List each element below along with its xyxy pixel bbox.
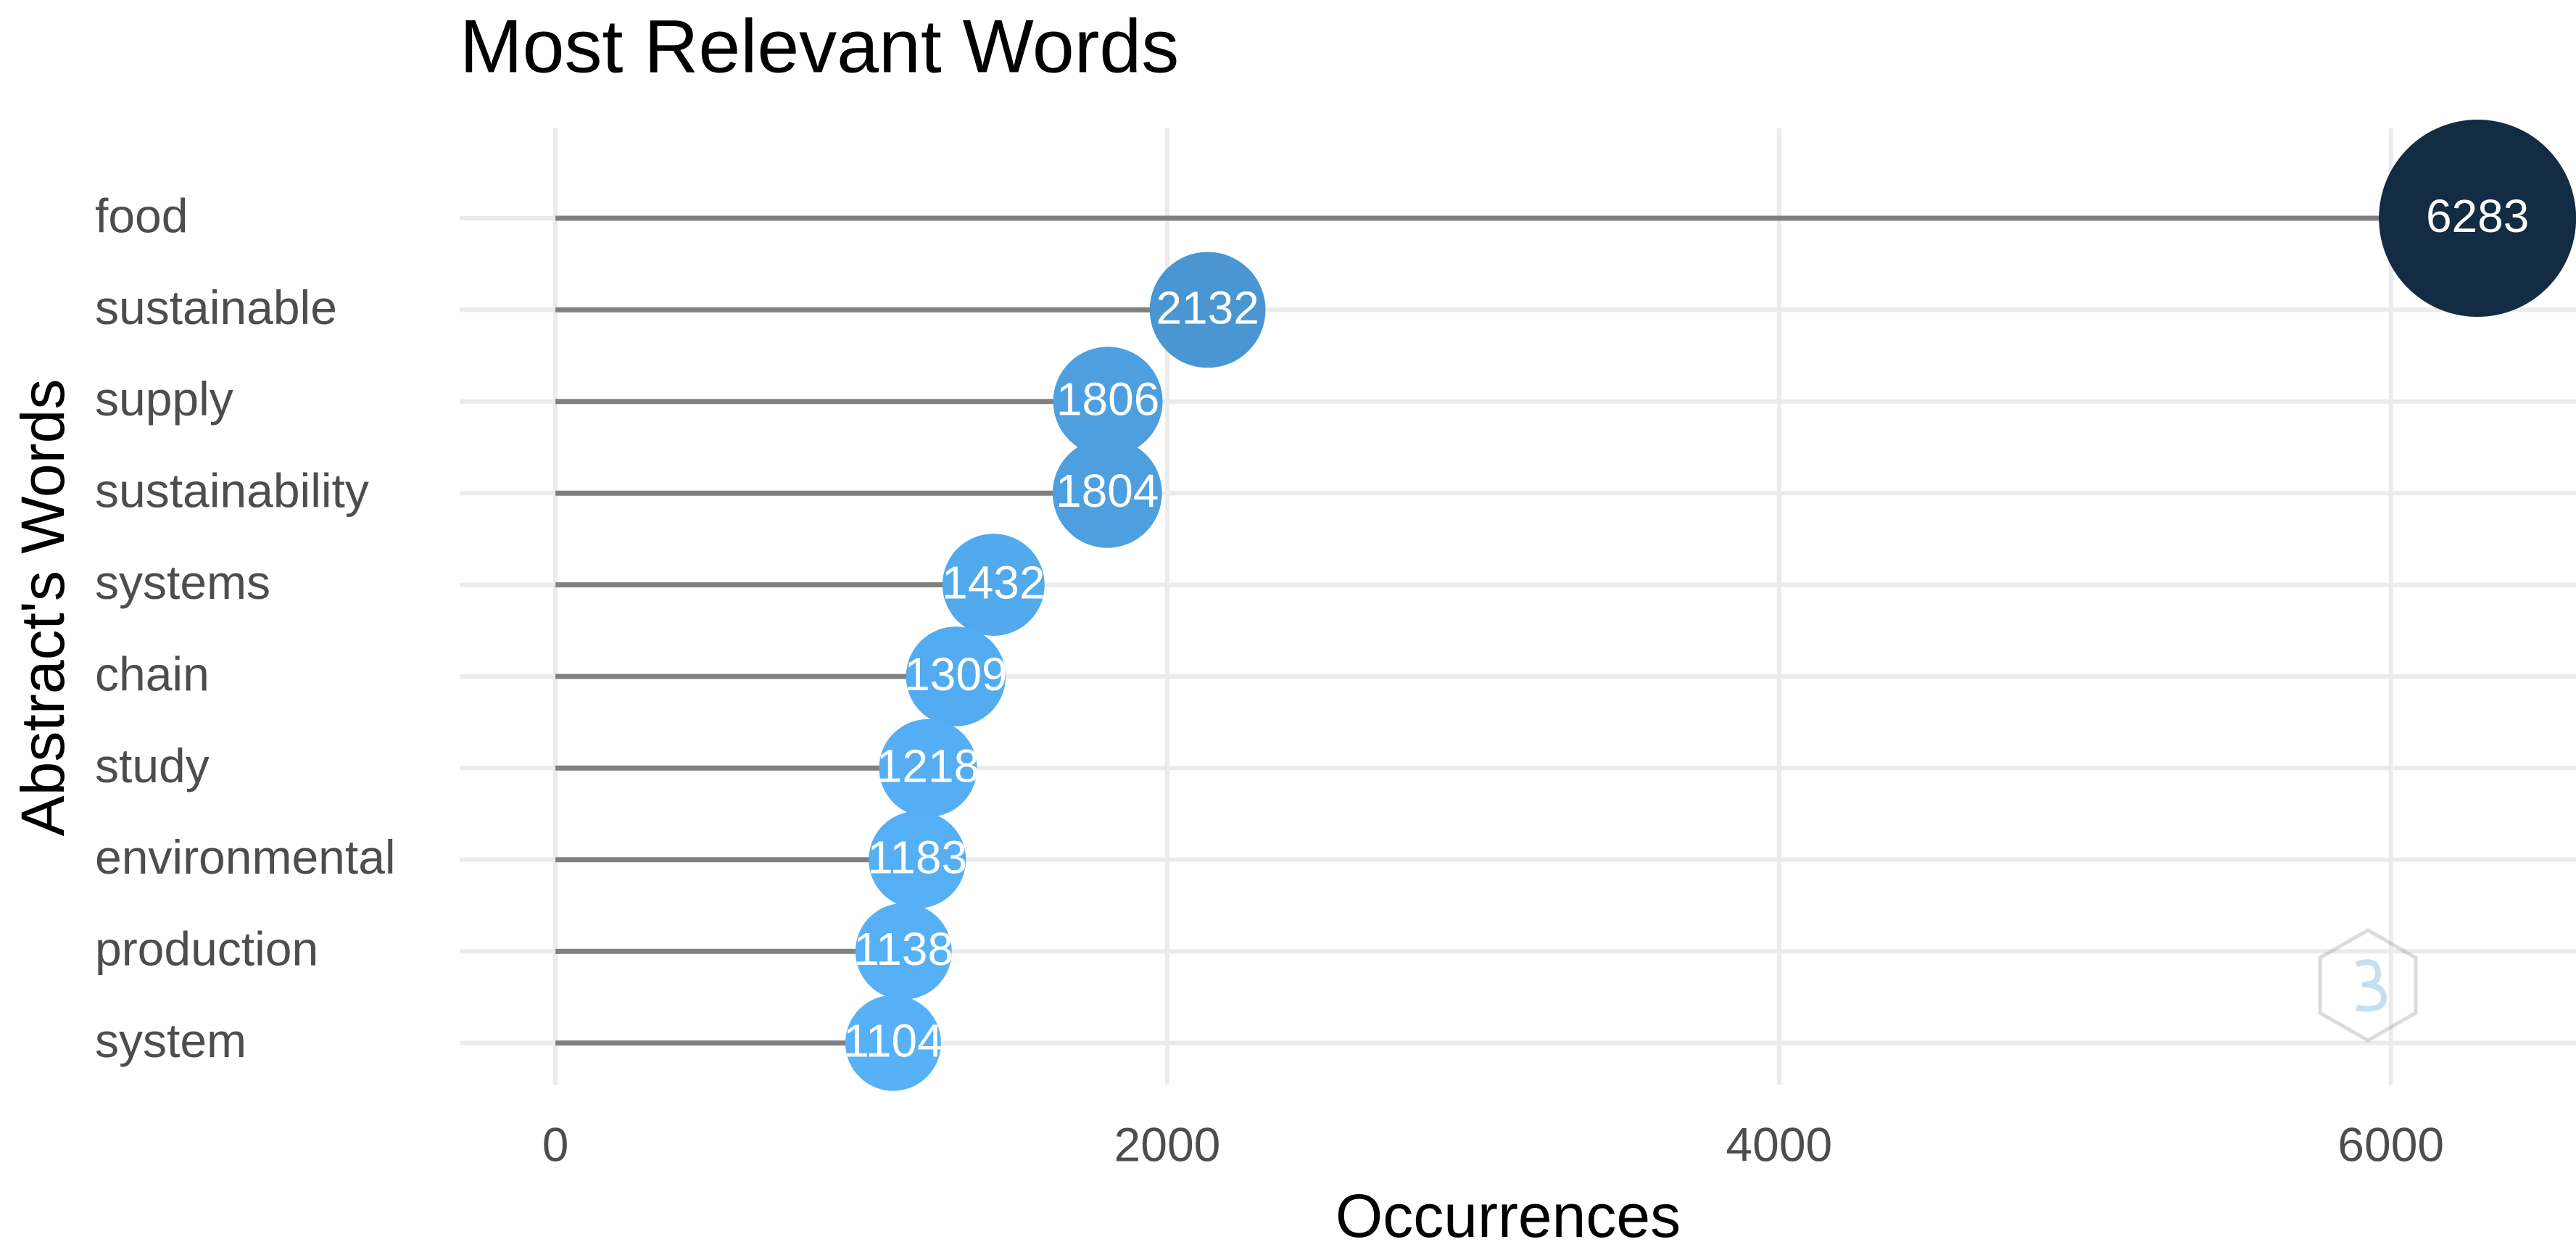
- x-axis-title: Occurrences: [1335, 1182, 1681, 1250]
- dot: [845, 995, 941, 1091]
- x-tick-label: 6000: [2337, 1117, 2444, 1171]
- dot: [942, 534, 1045, 637]
- y-tick-label: system: [95, 1014, 247, 1067]
- watermark-glyph: [2355, 959, 2387, 1012]
- y-tick-label: systems: [95, 555, 270, 609]
- y-axis-title: Abstract's Words: [9, 379, 77, 837]
- dot: [1149, 252, 1266, 368]
- y-tick-label: food: [95, 189, 188, 242]
- dot: [855, 903, 952, 1000]
- y-tick-label: production: [95, 922, 318, 976]
- y-tick-label: supply: [95, 372, 233, 426]
- value-label: 1432: [942, 557, 1045, 609]
- value-label: 1804: [1056, 465, 1159, 517]
- dot: [906, 626, 1006, 726]
- dot: [869, 811, 966, 908]
- value-label: 2132: [1156, 281, 1259, 334]
- x-tick-label: 4000: [1726, 1117, 1832, 1171]
- value-label: 1183: [867, 832, 967, 884]
- x-tick-label: 2000: [1114, 1117, 1221, 1171]
- dot: [1053, 347, 1163, 457]
- y-tick-label: sustainability: [95, 464, 369, 518]
- y-tick-label: sustainable: [95, 281, 337, 334]
- chart-title: Most Relevant Words: [460, 4, 1179, 88]
- y-tick-label: chain: [95, 647, 210, 700]
- watermark-hexagon: [2318, 928, 2418, 1043]
- dot: [879, 718, 977, 817]
- dot: [2379, 120, 2576, 317]
- value-label: 1806: [1056, 373, 1159, 426]
- value-label: 1104: [843, 1015, 943, 1067]
- dot: [1052, 438, 1162, 548]
- x-tick-label: 0: [542, 1117, 569, 1171]
- y-tick-label: study: [95, 739, 210, 792]
- value-label: 6283: [2426, 190, 2529, 242]
- y-tick-label: environmental: [95, 830, 396, 884]
- watermark: [2318, 928, 2418, 1043]
- value-label: 1218: [877, 740, 980, 792]
- value-label: 1309: [904, 648, 1007, 700]
- value-label: 1138: [853, 923, 953, 975]
